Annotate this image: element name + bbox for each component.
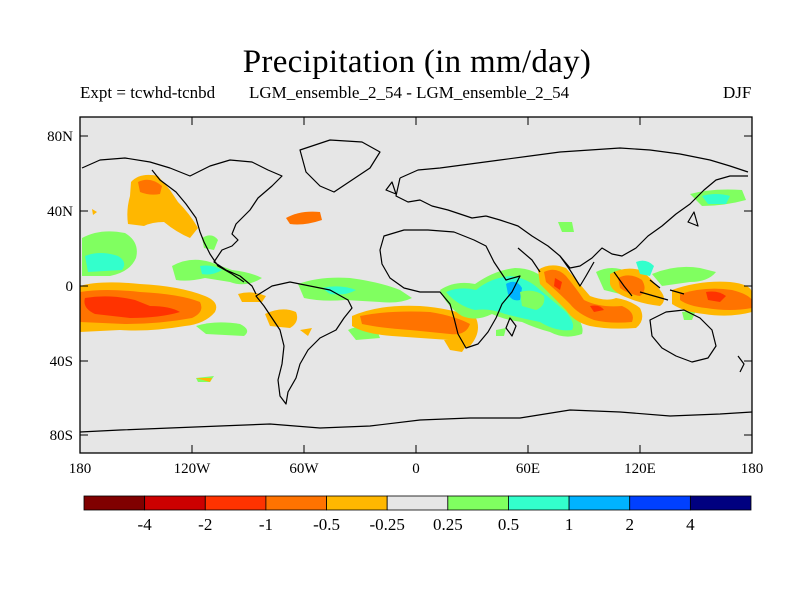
colorbar-swatch: [508, 495, 570, 511]
anomaly-region: [92, 209, 97, 215]
anomaly-region: [265, 309, 298, 328]
ensemble-label: LGM_ensemble_2_54 - LGM_ensemble_2_54: [249, 83, 570, 102]
anomaly-region: [554, 278, 562, 290]
anomaly-region: [444, 339, 466, 352]
colorbar-swatch: [386, 495, 449, 511]
lon-label: 60W: [289, 461, 319, 477]
colorbar-swatch: [265, 495, 327, 511]
anomaly-region: [85, 253, 125, 272]
anomaly-region: [200, 265, 222, 275]
colorbar-labels: -4 -2 -1 -0.5 -0.25 0.25 0.5 1 2 4: [138, 515, 696, 534]
coastlines: [80, 139, 752, 433]
colorbar-swatch: [629, 495, 691, 511]
lon-label: 180: [69, 461, 92, 477]
anomaly-region: [360, 311, 470, 335]
lon-label: 120W: [174, 461, 212, 477]
colorbar-label: -2: [198, 515, 212, 534]
lat-tick-marks: [80, 135, 752, 436]
lon-tick-marks: [191, 117, 641, 453]
lon-label: 0: [412, 461, 420, 477]
colorbar: [83, 495, 752, 511]
colorbar-swatch: [568, 495, 631, 511]
anomaly-region: [682, 310, 696, 320]
lat-label: 0: [66, 279, 74, 295]
anomaly-region: [84, 296, 180, 318]
anomaly-region: [618, 275, 645, 296]
anomaly-region: [636, 260, 654, 276]
lat-label: 40S: [50, 354, 73, 370]
anomaly-region: [286, 211, 322, 225]
lat-label: 80S: [50, 428, 73, 444]
colorbar-swatch: [689, 495, 752, 511]
colorbar-label: -4: [138, 515, 153, 534]
anomaly-region: [706, 291, 726, 302]
colorbar-swatch: [204, 495, 267, 511]
anomaly-region: [544, 269, 633, 323]
lat-label: 80N: [47, 129, 73, 145]
lon-label: 120E: [624, 461, 656, 477]
precipitation-anomaly-field: [80, 139, 752, 433]
anomaly-region: [496, 328, 506, 336]
experiment-label: Expt = tcwhd-tcnbd: [80, 83, 216, 102]
anomaly-region: [196, 378, 212, 382]
lon-label: 60E: [516, 461, 540, 477]
colorbar-swatch: [83, 495, 146, 511]
season-label: DJF: [723, 83, 752, 102]
anomaly-region: [702, 194, 730, 204]
colorbar-label: 0.5: [498, 515, 519, 534]
colorbar-label: 0.25: [433, 515, 463, 534]
plot-title: Precipitation (in mm/day): [242, 44, 592, 80]
colorbar-swatch: [144, 495, 206, 511]
anomaly-region: [446, 276, 574, 331]
colorbar-swatch: [447, 495, 509, 511]
anomaly-region: [590, 305, 604, 312]
anomaly-region: [558, 222, 574, 232]
colorbar-swatch: [326, 495, 388, 511]
anomaly-region: [300, 328, 312, 336]
colorbar-label: 1: [565, 515, 574, 534]
colorbar-label: -1: [259, 515, 273, 534]
anomaly-region: [520, 290, 545, 310]
anomaly-region: [506, 281, 522, 301]
colorbar-label: -0.5: [313, 515, 340, 534]
colorbar-label: -0.25: [369, 515, 404, 534]
colorbar-label: 4: [686, 515, 695, 534]
anomaly-region: [138, 179, 162, 195]
anomaly-region: [322, 286, 356, 295]
lat-label: 40N: [47, 204, 73, 220]
anomaly-region: [652, 266, 716, 286]
lon-label: 180: [741, 461, 764, 477]
colorbar-label: 2: [625, 515, 634, 534]
anomaly-region: [196, 322, 248, 336]
